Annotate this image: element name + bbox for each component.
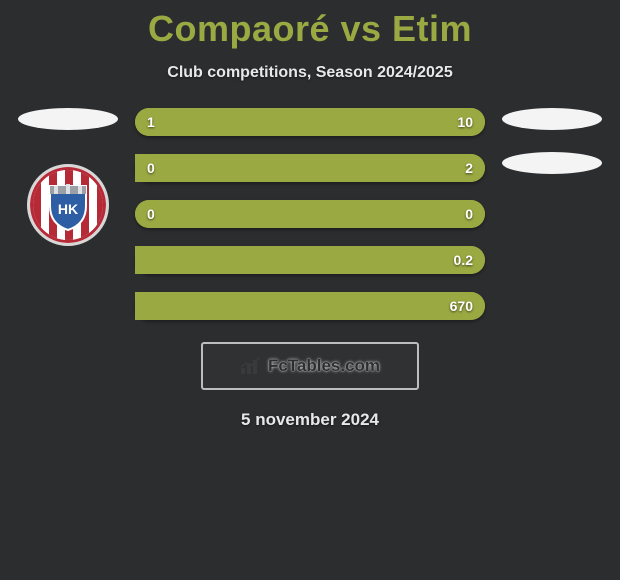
snapshot-date: 5 november 2024	[0, 410, 620, 430]
stat-value-right: 2	[465, 160, 473, 176]
left-player-col: HK	[13, 108, 123, 246]
bar-fill-right	[135, 154, 485, 182]
shield-icon: HK	[46, 182, 90, 232]
bars-icon	[240, 357, 262, 375]
stat-bar-hattricks: 0 Hattricks 0	[135, 200, 485, 228]
bar-fill-left	[135, 200, 310, 228]
bar-fill-right	[135, 246, 485, 274]
bar-fill-right	[135, 292, 485, 320]
stat-value-left: 0	[147, 160, 155, 176]
stat-bar-goals-per-match: Goals per match 0.2	[135, 246, 485, 274]
stat-bar-min-per-goal: Min per goal 670	[135, 292, 485, 320]
player-oval-right-2	[502, 152, 602, 174]
stat-bar-matches: 1 Matches 10	[135, 108, 485, 136]
stat-value-right: 0.2	[454, 252, 473, 268]
player-oval-right-1	[502, 108, 602, 130]
club-crest-left: HK	[27, 164, 109, 246]
bar-fill-right	[310, 200, 485, 228]
bar-fill-right	[167, 108, 486, 136]
player-oval-left	[18, 108, 118, 130]
stat-value-right: 10	[457, 114, 473, 130]
stat-bar-goals: 0 Goals 2	[135, 154, 485, 182]
comparison-row: HK 1 Matches 10 0 Goals 2 0 Hattricks 0	[0, 108, 620, 320]
stat-value-left: 0	[147, 206, 155, 222]
attribution-badge[interactable]: FcTables.com	[201, 342, 419, 390]
attribution-text: FcTables.com	[268, 356, 380, 376]
right-player-col	[497, 108, 607, 174]
bars-column: 1 Matches 10 0 Goals 2 0 Hattricks 0 Goa…	[135, 108, 485, 320]
stat-value-left: 1	[147, 114, 155, 130]
svg-text:HK: HK	[58, 201, 78, 217]
page-title: Compaoré vs Etim	[0, 0, 620, 50]
stat-value-right: 670	[450, 298, 473, 314]
page-subtitle: Club competitions, Season 2024/2025	[0, 64, 620, 82]
stat-value-right: 0	[465, 206, 473, 222]
